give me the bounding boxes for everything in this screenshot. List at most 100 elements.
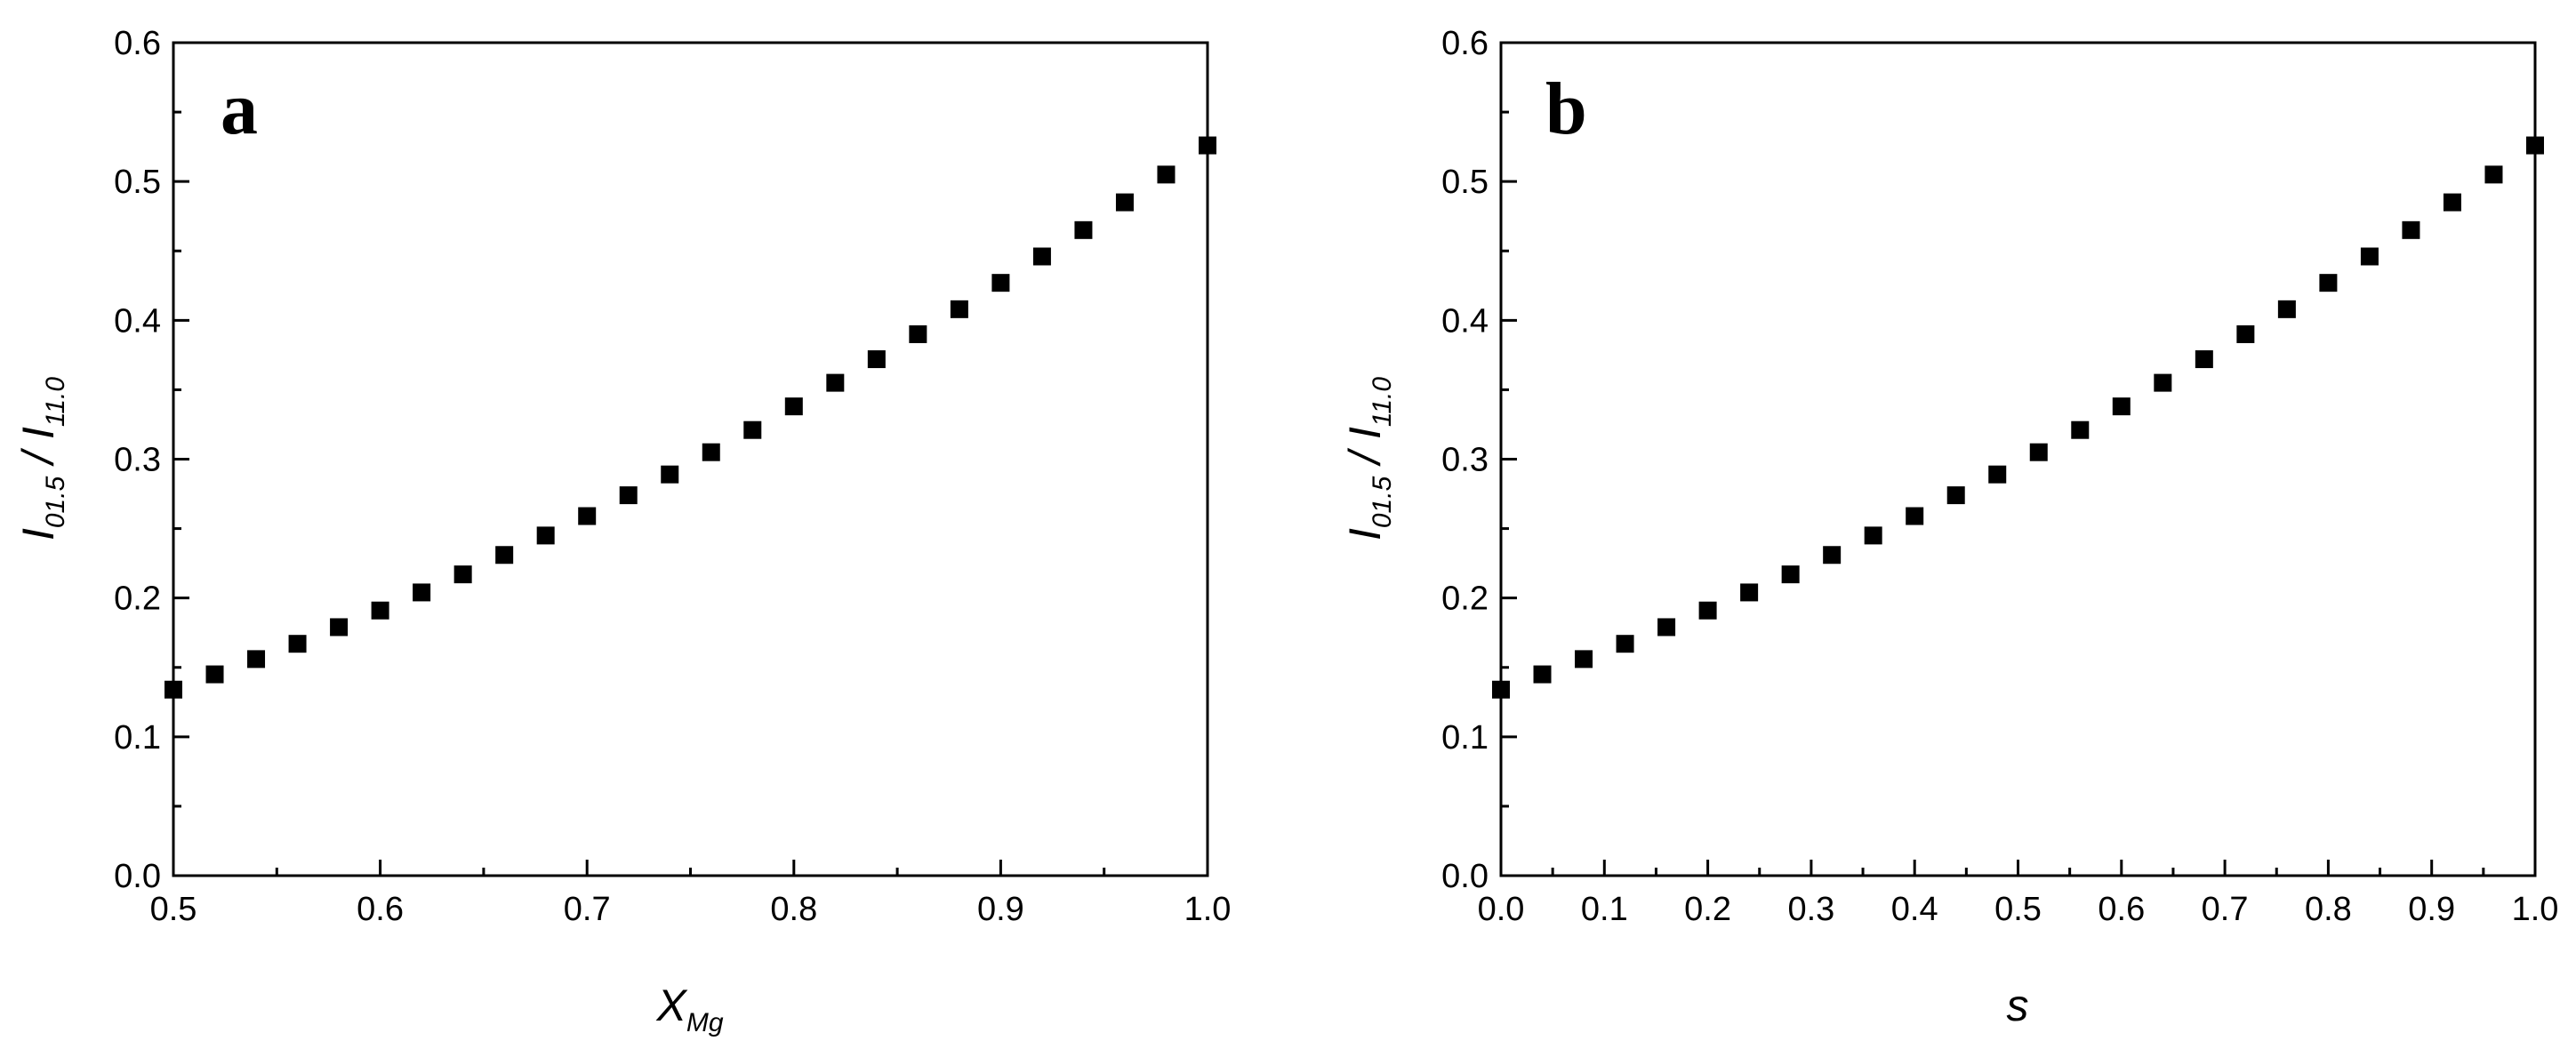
- data-point: [1575, 650, 1593, 669]
- y-axis-ticks-b: 0.0 0.1 0.2 0.3 0.4 0.5 0.6: [1441, 25, 1517, 895]
- data-point: [784, 397, 803, 416]
- data-point: [1864, 526, 1882, 545]
- data-point: [2526, 136, 2544, 155]
- y-tick-label: 0.0: [1441, 858, 1489, 895]
- x-tick-label: 0.5: [150, 891, 197, 928]
- data-point: [2071, 420, 2090, 439]
- x-axis-title-a: XMg: [655, 981, 723, 1037]
- x-tick-label: 0.8: [770, 891, 817, 928]
- data-point: [2029, 443, 2048, 461]
- x-tick-label: 0.1: [1581, 891, 1628, 928]
- data-point: [247, 650, 266, 669]
- data-point: [1906, 507, 1924, 525]
- y-tick-label: 0.1: [1441, 719, 1489, 757]
- y-axis-title-b: I01.5 / I11.0: [1340, 377, 1397, 541]
- data-point: [826, 373, 845, 392]
- data-point: [2360, 247, 2379, 266]
- x-tick-label: 0.3: [1787, 891, 1834, 928]
- data-point: [1616, 635, 1634, 653]
- x-tick-label: 0.7: [2202, 891, 2249, 928]
- plot-frame-b: [1499, 41, 2537, 877]
- x-tick-label: 1.0: [1184, 891, 1232, 928]
- y-tick-label: 0.0: [114, 858, 161, 895]
- y-tick-label: 0.6: [114, 25, 161, 62]
- data-point: [1492, 680, 1510, 699]
- data-point: [1199, 136, 1216, 155]
- data-point: [2154, 373, 2172, 392]
- markers-a: [165, 136, 1216, 699]
- panel-a: 0.0 0.1 0.2 0.3 0.4 0.5 0.6 0.5 0.6 0.7 0.8 0.9 1.0…: [13, 25, 1231, 1037]
- panel-b: 0.0 0.1 0.2 0.3 0.4 0.5 0.6 0.0 0.1 0.2 0.3 0.4 0.5…: [1340, 25, 2558, 1030]
- x-tick-label: 0.6: [357, 891, 404, 928]
- y-tick-label: 0.2: [114, 581, 161, 618]
- data-point: [950, 300, 968, 318]
- x-tick-label: 0.7: [564, 891, 611, 928]
- y-tick-label: 0.2: [1441, 581, 1489, 618]
- x-tick-label: 0.0: [1478, 891, 1525, 928]
- data-point: [371, 601, 389, 620]
- data-point: [536, 526, 555, 545]
- x-tick-label: 1.0: [2512, 891, 2559, 928]
- data-point: [867, 350, 886, 369]
- data-point: [1988, 465, 2007, 484]
- y-tick-label: 0.5: [1441, 164, 1489, 201]
- x-tick-label: 0.6: [2098, 891, 2145, 928]
- data-point: [2402, 220, 2420, 239]
- panel-label-b: b: [1545, 68, 1587, 150]
- data-point: [453, 565, 472, 584]
- y-tick-label: 0.4: [1441, 302, 1489, 340]
- y-tick-label: 0.4: [114, 302, 161, 340]
- data-point: [909, 324, 927, 343]
- data-point: [330, 618, 349, 637]
- data-point: [1657, 618, 1676, 637]
- data-point: [1946, 486, 1965, 505]
- x-tick-label: 0.2: [1684, 891, 1731, 928]
- data-point: [2443, 193, 2461, 212]
- data-point: [1740, 583, 1759, 602]
- y-tick-label: 0.3: [114, 442, 161, 479]
- data-point: [702, 443, 720, 461]
- data-point: [1157, 165, 1176, 184]
- x-tick-label: 0.9: [977, 891, 1024, 928]
- data-point: [578, 507, 597, 525]
- data-point: [1074, 220, 1093, 239]
- data-point: [991, 274, 1010, 292]
- data-point: [1032, 247, 1051, 266]
- data-point: [2195, 350, 2213, 369]
- data-point: [2319, 274, 2338, 292]
- data-point: [661, 465, 679, 484]
- data-point: [1823, 546, 1842, 565]
- y-axis-title-a: I01.5 / I11.0: [13, 377, 70, 541]
- x-tick-label: 0.5: [1994, 891, 2042, 928]
- data-point: [165, 680, 182, 699]
- x-tick-label: 0.8: [2305, 891, 2352, 928]
- data-point: [619, 486, 638, 505]
- x-axis-ticks-a: 0.5 0.6 0.7 0.8 0.9 1.0: [150, 860, 1232, 928]
- data-point: [1533, 665, 1552, 684]
- data-point: [1115, 193, 1134, 212]
- data-point: [205, 665, 224, 684]
- data-point: [2112, 397, 2131, 416]
- data-point: [495, 546, 514, 565]
- data-point: [1781, 565, 1800, 584]
- data-point: [413, 583, 431, 602]
- x-axis-ticks-b: 0.0 0.1 0.2 0.3 0.4 0.5 0.6 0.7 0.8 0.9 1.0: [1478, 860, 2559, 928]
- data-point: [288, 635, 307, 653]
- markers-b: [1492, 136, 2544, 699]
- x-axis-title-b: s: [2007, 981, 2029, 1030]
- y-axis-ticks-a: 0.0 0.1 0.2 0.3 0.4 0.5 0.6: [114, 25, 189, 895]
- y-tick-label: 0.5: [114, 164, 161, 201]
- y-tick-label: 0.6: [1441, 25, 1489, 62]
- y-tick-label: 0.1: [114, 719, 161, 757]
- data-point: [743, 420, 762, 439]
- data-point: [2277, 300, 2296, 318]
- panel-label-a: a: [221, 68, 258, 150]
- y-tick-label: 0.3: [1441, 442, 1489, 479]
- data-point: [2236, 324, 2255, 343]
- data-point: [2484, 165, 2503, 184]
- x-tick-label: 0.4: [1891, 891, 1938, 928]
- data-point: [1698, 601, 1717, 620]
- plot-frame-a: [172, 41, 1209, 877]
- x-tick-label: 0.9: [2408, 891, 2455, 928]
